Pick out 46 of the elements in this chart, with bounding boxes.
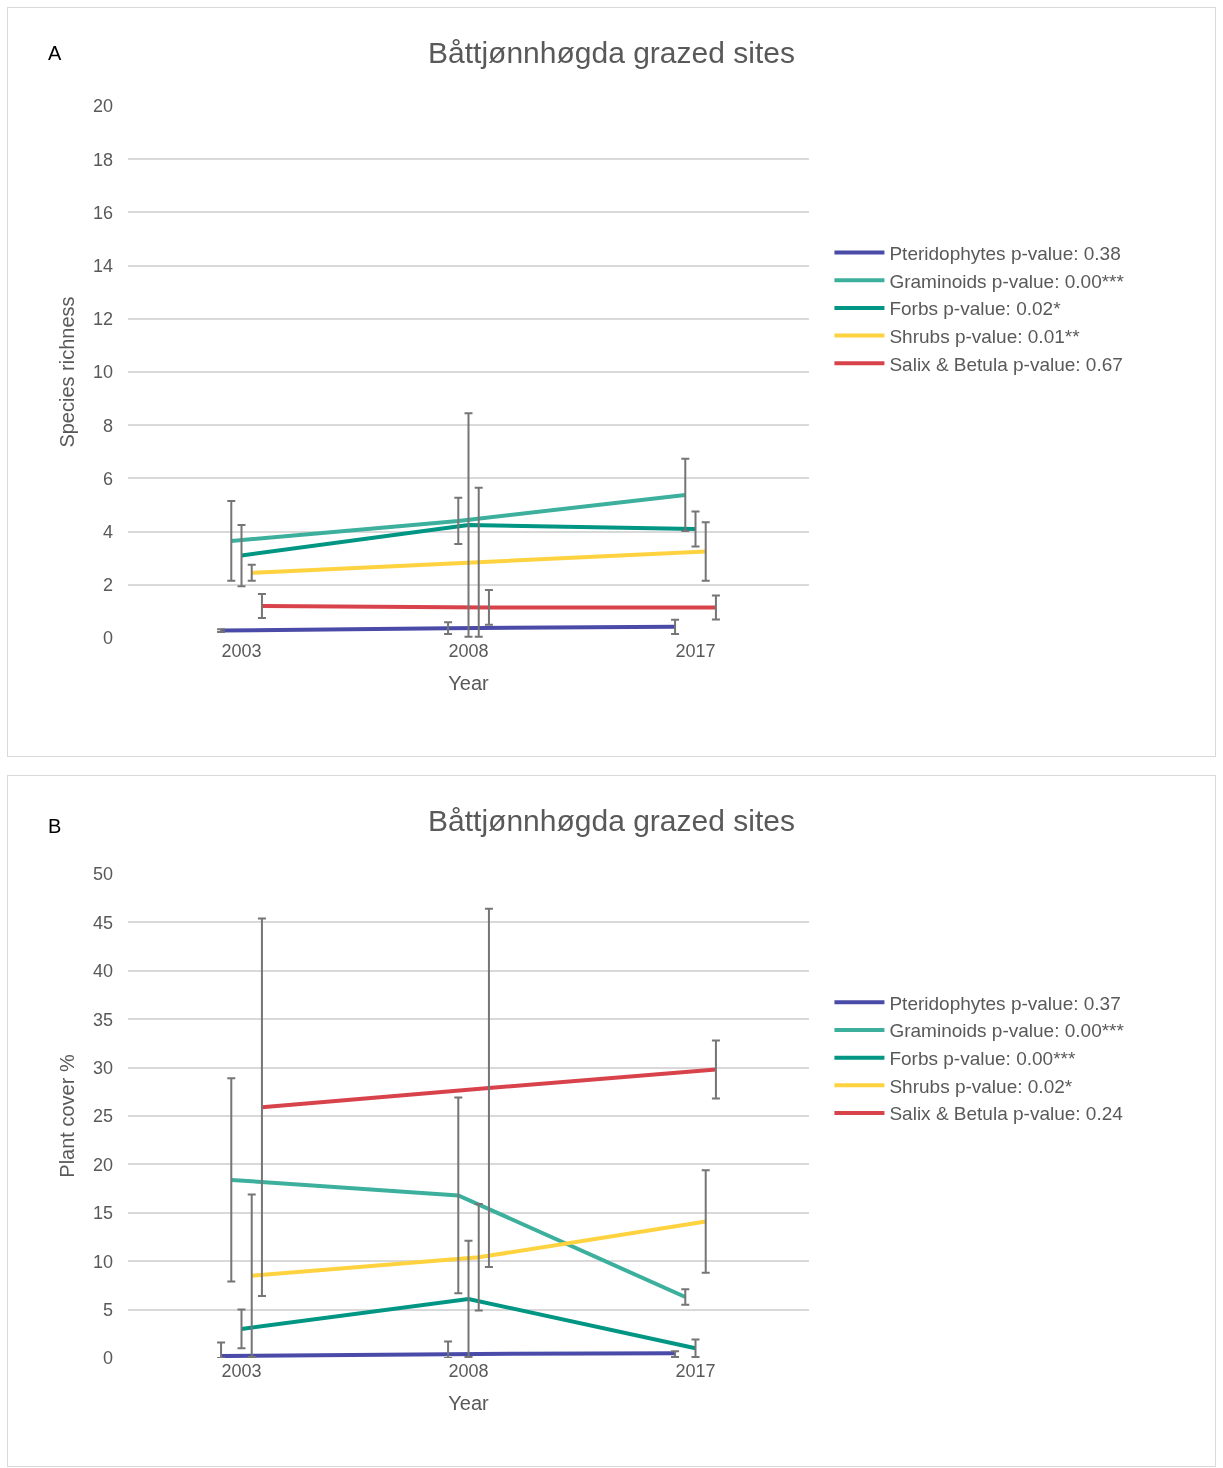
x-tick-label: 2017	[675, 641, 716, 661]
y-tick-label: 8	[102, 415, 113, 436]
y-tick-label: 35	[92, 1009, 113, 1030]
y-tick-label: 0	[102, 1348, 113, 1369]
y-tick-label: 0	[102, 628, 113, 649]
legend-label: Shrubs p-value: 0.02*	[889, 1075, 1073, 1097]
chart-title: Båttjønnhøgda grazed sites	[428, 804, 795, 838]
legend-label: Salix & Betula p-value: 0.24	[889, 1103, 1124, 1125]
y-tick-label: 10	[92, 362, 113, 383]
y-tick-label: 12	[92, 309, 113, 330]
x-axis-title: Year	[448, 1391, 490, 1414]
y-tick-label: 45	[92, 912, 113, 933]
chart-title: Båttjønnhøgda grazed sites	[428, 36, 795, 70]
text: B	[48, 815, 62, 837]
legend-label: Salix & Betula p-value: 0.67	[889, 353, 1123, 375]
legend-label: Pteridophytes p-value: 0.38	[889, 242, 1121, 264]
legend-label: Forbs p-value: 0.02*	[889, 298, 1062, 320]
y-tick-label: 14	[92, 255, 113, 276]
y-tick-label: 50	[92, 864, 113, 885]
x-tick-label: 2003	[221, 1361, 262, 1381]
y-tick-label: 6	[102, 468, 113, 489]
legend-label: Pteridophytes p-value: 0.37	[889, 992, 1121, 1014]
y-tick-label: 15	[92, 1203, 113, 1224]
y-tick-label: 2	[102, 575, 113, 596]
y-tick-label: 20	[92, 1154, 113, 1175]
x-tick-label: 2008	[448, 1361, 489, 1381]
x-tick-label: 2008	[448, 641, 489, 661]
x-tick-label: 2017	[675, 1361, 716, 1381]
y-tick-label: 18	[92, 149, 113, 170]
legend-label: Graminoids p-value: 0.00***	[889, 1020, 1125, 1042]
text: A	[48, 42, 62, 64]
y-tick-label: 30	[92, 1057, 113, 1078]
legend-label: Shrubs p-value: 0.01**	[889, 326, 1081, 348]
x-axis-title: Year	[448, 671, 490, 694]
y-tick-label: 40	[92, 961, 113, 982]
legend-label: Forbs p-value: 0.00***	[889, 1048, 1076, 1070]
x-tick-label: 2003	[221, 641, 262, 661]
y-tick-label: 4	[102, 521, 113, 542]
y-tick-label: 20	[92, 96, 113, 117]
y-tick-label: 25	[92, 1106, 113, 1127]
y-tick-label: 16	[92, 202, 113, 223]
y-axis-title: Plant cover %	[56, 1054, 79, 1178]
y-tick-label: 5	[102, 1299, 113, 1320]
y-tick-label: 10	[92, 1251, 113, 1272]
y-axis-title: Species richness	[56, 296, 79, 448]
legend-label: Graminoids p-value: 0.00***	[889, 270, 1125, 292]
